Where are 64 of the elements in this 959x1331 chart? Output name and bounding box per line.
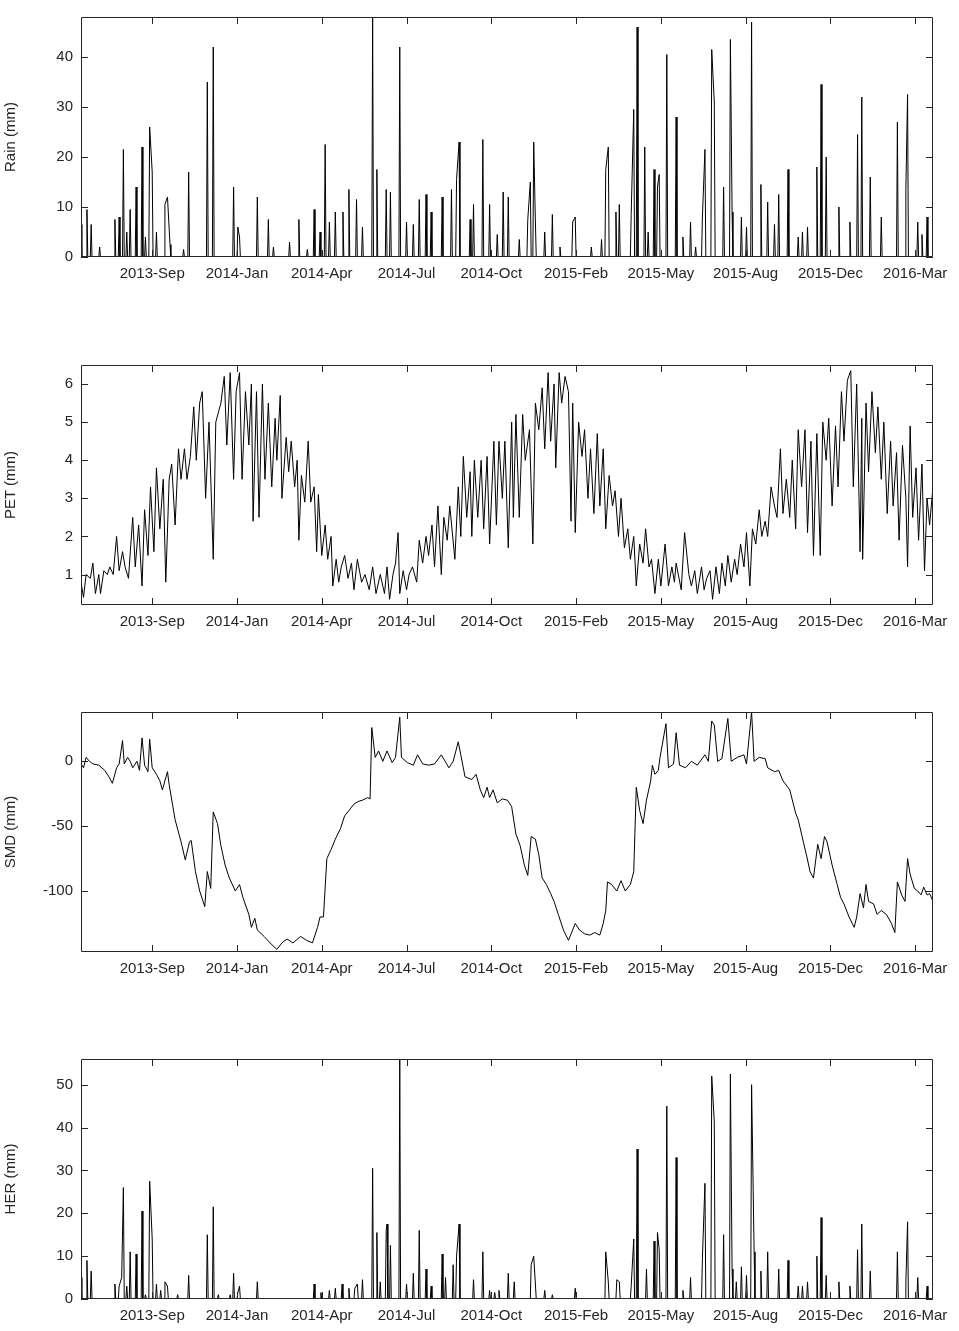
y-tick-label: 20 <box>56 1203 73 1221</box>
x-tick-label: 2015-Dec <box>797 959 864 977</box>
x-tick-label: 2014-Jul <box>377 264 436 282</box>
x-tick-label: 2015-Aug <box>713 612 779 630</box>
x-tick-label: 2014-Jul <box>377 959 436 977</box>
x-tick-label: 2015-May <box>627 264 695 282</box>
y-tick-label: -50 <box>51 816 73 834</box>
y-tick-label: 10 <box>56 197 73 215</box>
x-tick-label: 2015-Dec <box>797 612 864 630</box>
x-tick-label: 2015-Dec <box>797 1306 864 1324</box>
y-axis-title: SMD (mm) <box>1 795 19 869</box>
x-tick-label: 2014-Jan <box>205 1306 269 1324</box>
x-tick-label: 2013-Sep <box>119 612 185 630</box>
x-tick-label: 2015-Feb <box>543 1306 609 1324</box>
y-tick-label: 20 <box>56 147 73 165</box>
y-tick-label: 40 <box>56 1117 73 1135</box>
y-tick-label: 0 <box>64 247 73 265</box>
y-axis-title: PET (mm) <box>1 450 19 520</box>
x-tick-label: 2014-Jan <box>205 264 269 282</box>
y-tick-label: -100 <box>42 881 73 899</box>
y-tick-label: 4 <box>64 450 73 468</box>
y-axis-title: Rain (mm) <box>1 102 19 172</box>
y-axis-title: HER (mm) <box>1 1143 19 1215</box>
x-tick-label: 2014-Jul <box>377 1306 436 1324</box>
x-tick-label: 2014-Jan <box>205 959 269 977</box>
x-tick-label: 2014-Oct <box>460 612 523 630</box>
x-tick-label: 2014-Apr <box>290 1306 353 1324</box>
y-tick-label: 1 <box>64 564 73 582</box>
x-tick-label: 2014-Jan <box>205 612 269 630</box>
y-tick-label: 3 <box>64 488 73 506</box>
x-tick-label: 2015-Aug <box>713 264 779 282</box>
x-tick-label: 2013-Sep <box>119 264 185 282</box>
x-tick-label: 2015-Feb <box>543 612 609 630</box>
x-tick-label: 2013-Sep <box>119 1306 185 1324</box>
y-tick-label: 30 <box>56 97 73 115</box>
y-tick-label: 0 <box>64 1289 73 1307</box>
x-tick-label: 2014-Oct <box>460 1306 523 1324</box>
x-tick-label: 2014-Apr <box>290 264 353 282</box>
y-tick-label: 40 <box>56 47 73 65</box>
x-tick-label: 2016-Mar <box>883 959 948 977</box>
x-tick-label: 2015-Aug <box>713 1306 779 1324</box>
y-tick-label: 5 <box>64 412 73 430</box>
x-tick-label: 2016-Mar <box>883 264 948 282</box>
x-tick-label: 2015-May <box>627 959 695 977</box>
x-tick-label: 2015-Dec <box>797 264 864 282</box>
x-tick-label: 2013-Sep <box>119 959 185 977</box>
x-tick-label: 2014-Oct <box>460 959 523 977</box>
x-tick-label: 2015-Feb <box>543 264 609 282</box>
x-tick-label: 2016-Mar <box>883 1306 948 1324</box>
y-tick-label: 30 <box>56 1160 73 1178</box>
x-tick-label: 2014-Jul <box>377 612 436 630</box>
y-tick-label: 10 <box>56 1246 73 1264</box>
x-tick-label: 2015-May <box>627 612 695 630</box>
x-tick-label: 2014-Oct <box>460 264 523 282</box>
y-tick-label: 0 <box>64 751 73 769</box>
x-tick-label: 2015-Feb <box>543 959 609 977</box>
x-tick-label: 2016-Mar <box>883 612 948 630</box>
x-tick-label: 2014-Apr <box>290 959 353 977</box>
x-tick-label: 2015-May <box>627 1306 695 1324</box>
y-tick-label: 2 <box>64 526 73 544</box>
x-tick-label: 2014-Apr <box>290 612 353 630</box>
y-tick-label: 6 <box>64 374 73 392</box>
y-tick-label: 50 <box>56 1074 73 1092</box>
x-tick-label: 2015-Aug <box>713 959 779 977</box>
